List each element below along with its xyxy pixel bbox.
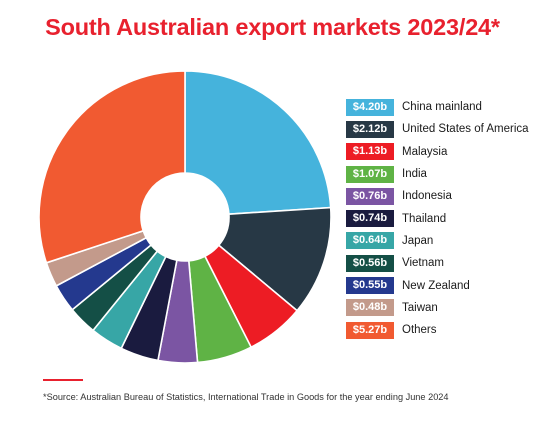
legend-item-vietnam: $0.56b Vietnam (346, 252, 529, 274)
source-footnote: *Source: Australian Bureau of Statistics… (43, 392, 449, 402)
legend-value-badge: $0.76b (346, 187, 394, 205)
legend-value-badge: $1.13b (346, 143, 394, 161)
donut-slice-united-states-of-america (217, 206, 332, 312)
legend-item-malaysia: $1.13b Malaysia (346, 141, 529, 163)
donut-slice-others (38, 70, 186, 264)
legend-label: Thailand (402, 212, 447, 225)
legend-item-japan: $0.64b Japan (346, 230, 529, 252)
legend-value-badge: $1.07b (346, 165, 394, 183)
legend-value-badge: $0.74b (346, 210, 394, 228)
legend-item-new-zealand: $0.55b New Zealand (346, 274, 529, 296)
legend-item-others: $5.27b Others (346, 319, 529, 341)
legend-item-united-states-of-america: $2.12b United States of America (346, 118, 529, 140)
legend-value-badge: $5.27b (346, 321, 394, 339)
legend-label: Taiwan (402, 301, 438, 314)
legend-label: Others (402, 324, 437, 337)
legend-label: Japan (402, 234, 434, 247)
chart-title: South Australian export markets 2023/24* (45, 14, 500, 40)
legend-item-taiwan: $0.48b Taiwan (346, 297, 529, 319)
legend-label: New Zealand (402, 279, 470, 292)
legend-item-india: $1.07b India (346, 163, 529, 185)
legend-label: United States of America (402, 123, 529, 136)
legend-label: Indonesia (402, 190, 452, 203)
legend-label: Vietnam (402, 257, 444, 270)
legend-label: India (402, 168, 427, 181)
legend-item-china-mainland: $4.20b China mainland (346, 96, 529, 118)
legend-label: China mainland (402, 101, 482, 114)
legend-item-indonesia: $0.76b Indonesia (346, 185, 529, 207)
legend-value-badge: $0.56b (346, 254, 394, 272)
legend-item-thailand: $0.74b Thailand (346, 207, 529, 229)
legend-value-badge: $0.55b (346, 277, 394, 295)
chart-legend: $4.20b China mainland $2.12b United States … (346, 96, 529, 341)
donut-slice-china-mainland (184, 70, 332, 216)
legend-value-badge: $0.64b (346, 232, 394, 250)
legend-value-badge: $0.48b (346, 299, 394, 317)
legend-value-badge: $2.12b (346, 120, 394, 138)
footnote-divider (43, 379, 83, 381)
legend-value-badge: $4.20b (346, 98, 394, 116)
legend-label: Malaysia (402, 145, 448, 158)
